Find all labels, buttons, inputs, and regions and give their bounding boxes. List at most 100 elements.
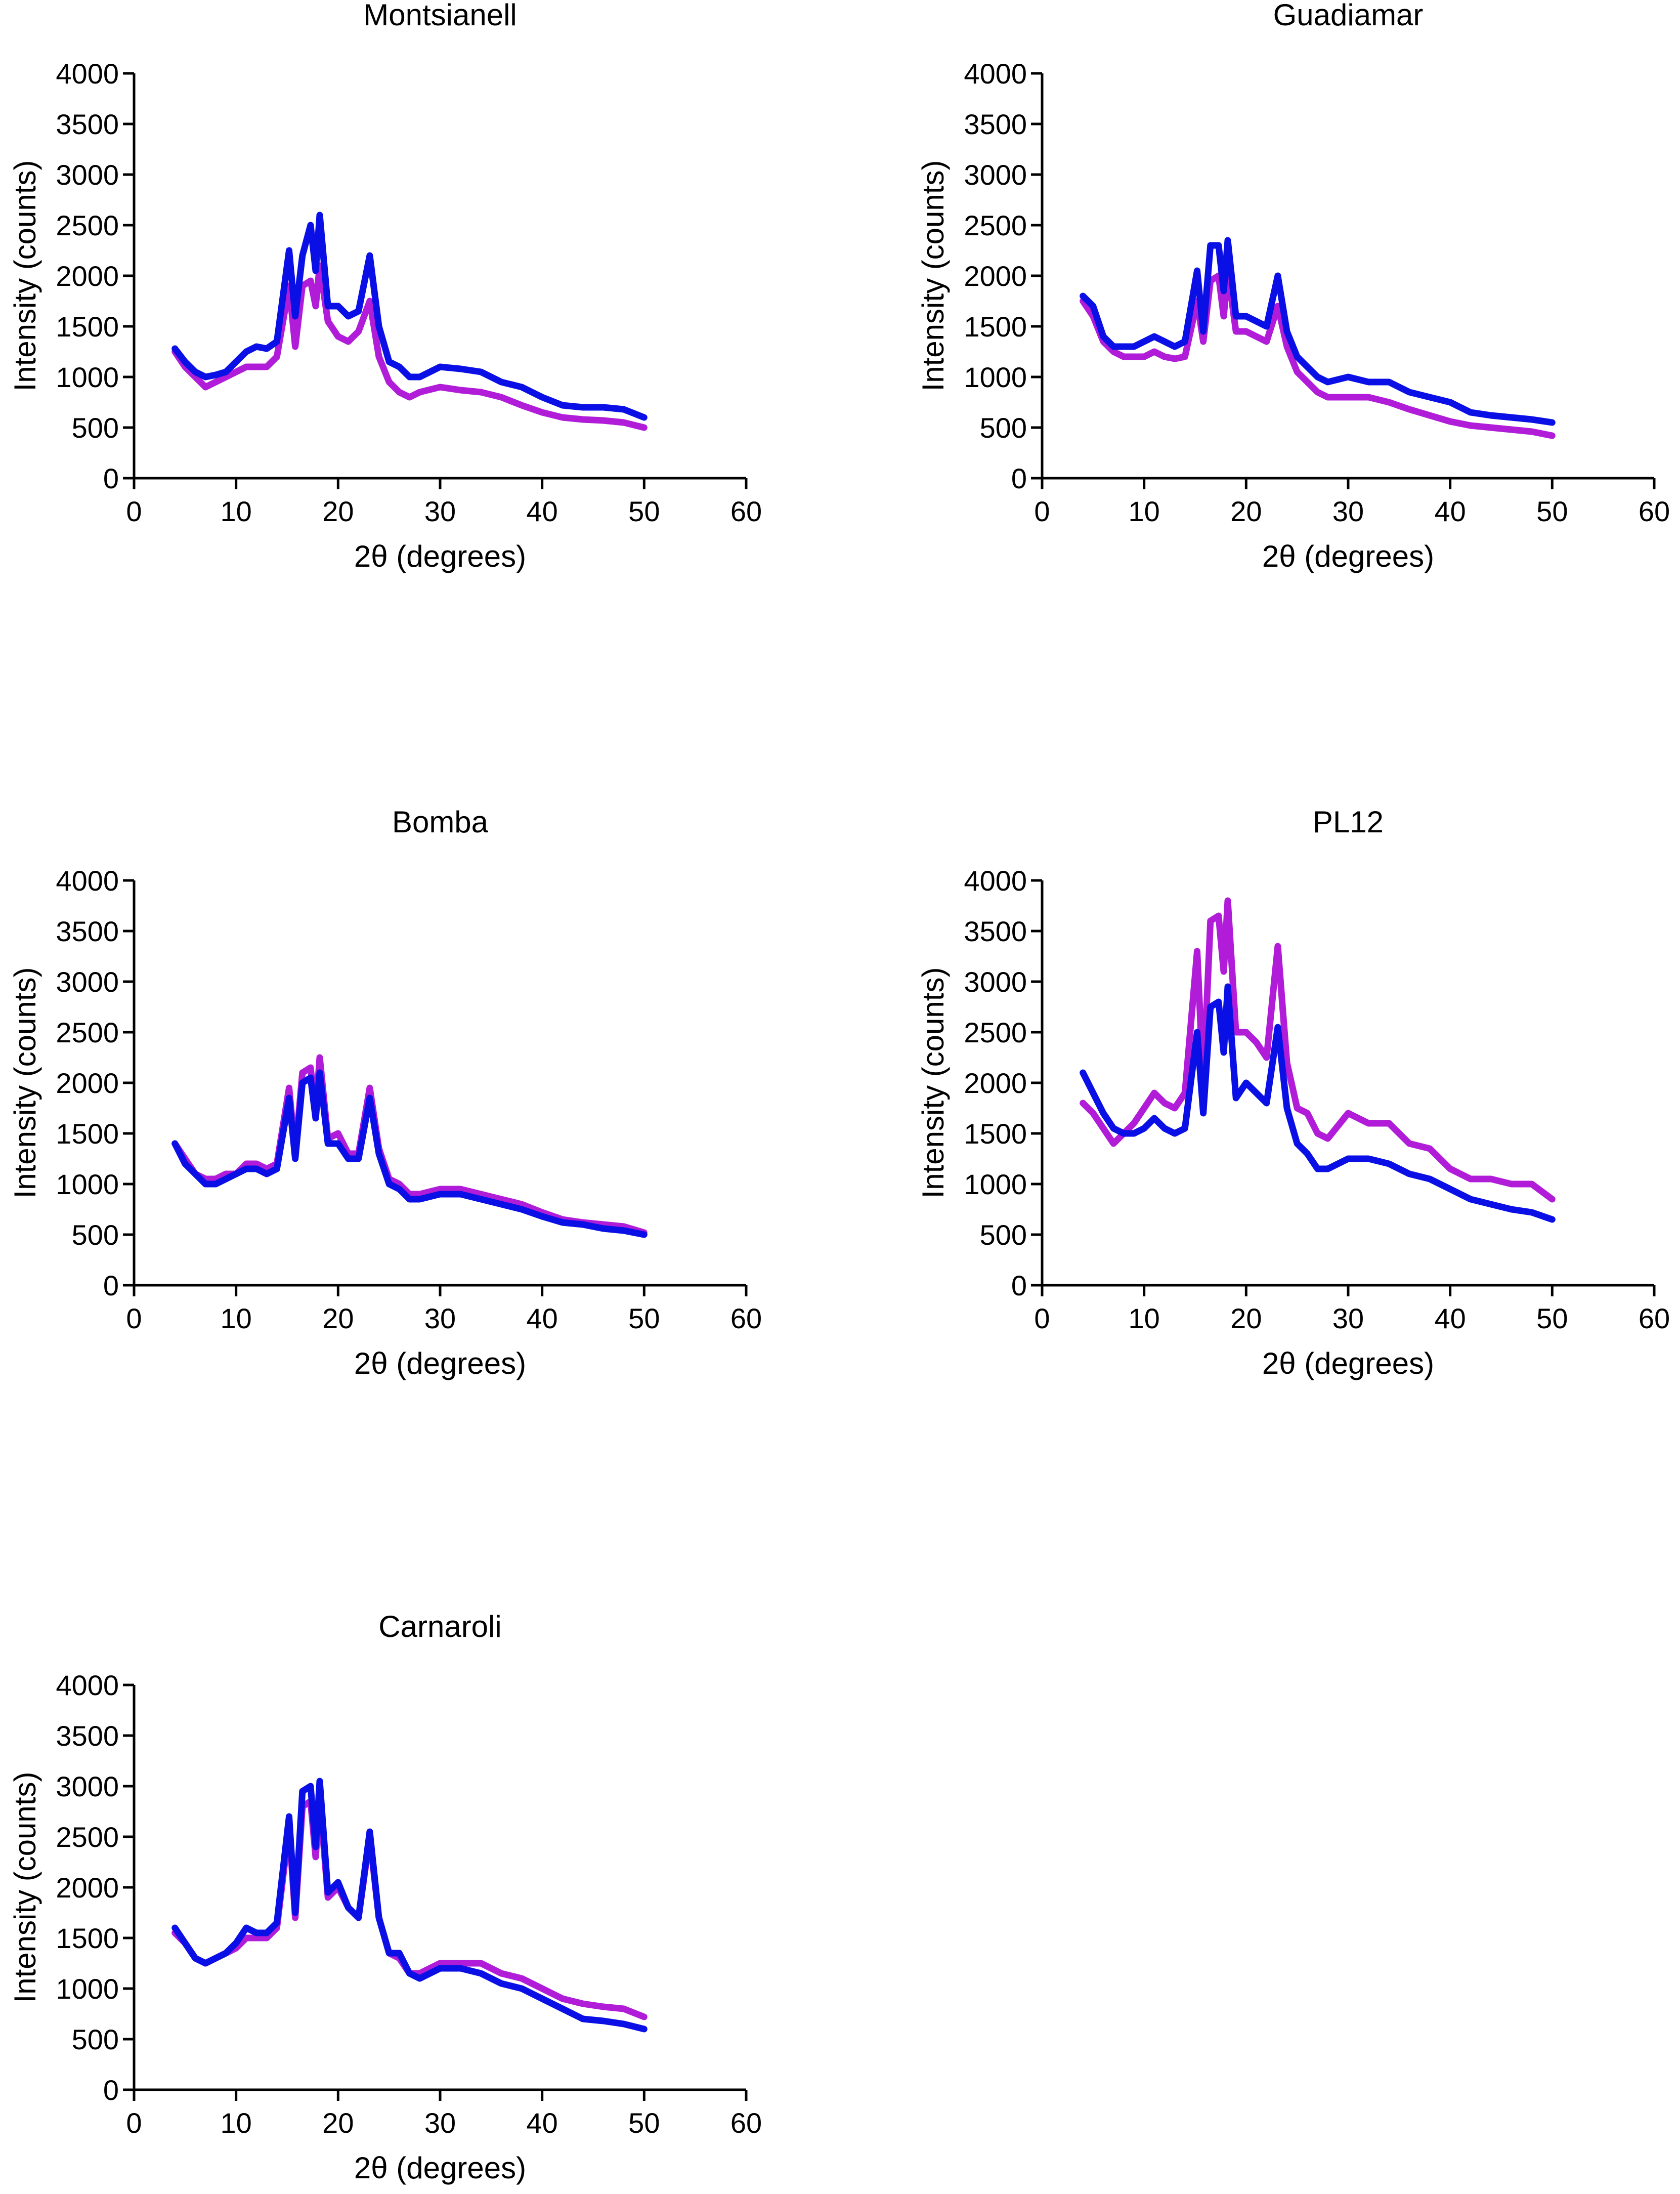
x-tick-label: 20 xyxy=(322,1302,354,1334)
x-axis-label: 2θ (degrees) xyxy=(354,2151,526,2185)
x-tick-label: 50 xyxy=(628,1302,660,1334)
series-group xyxy=(1080,897,1556,1223)
x-tick-label: 50 xyxy=(1536,495,1568,527)
x-tick-label: 60 xyxy=(1639,495,1670,527)
y-tick-label: 0 xyxy=(103,1270,119,1301)
axis-lines xyxy=(133,1685,746,2091)
chart-guadiamar: Guadiamar Intensity (counts) 2θ (degrees… xyxy=(916,0,1670,573)
x-tick-label: 10 xyxy=(221,495,252,527)
y-axis-label: Intensity (counts) xyxy=(8,1772,42,2003)
y-tick-label: 1000 xyxy=(56,361,119,393)
y-tick-label: 2000 xyxy=(56,260,119,292)
y-tick-label: 1000 xyxy=(964,361,1027,393)
y-tick-label: 1500 xyxy=(964,311,1027,343)
ticks-group: 0 10 20 30 40 50 60 0 500 1000 1500 2000 2500 3000 350… xyxy=(56,865,762,1334)
x-axis-label: 2θ (degrees) xyxy=(1262,1346,1434,1380)
y-tick-label: 2500 xyxy=(56,209,119,241)
ticks-group: 0 10 20 30 40 50 60 0 500 1000 1500 2000 2500 3000 350… xyxy=(56,1669,762,2139)
series-line-purple xyxy=(1080,267,1556,439)
x-tick-label: 60 xyxy=(730,2107,762,2139)
y-tick-label: 3500 xyxy=(964,915,1027,947)
y-tick-label: 3500 xyxy=(56,108,119,140)
y-tick-label: 1500 xyxy=(964,1118,1027,1150)
ticks-group: 0 10 20 30 40 50 60 0 500 1000 1500 2000 2500 3000 350… xyxy=(964,865,1670,1334)
axis-lines xyxy=(133,73,746,480)
x-axis-label: 2θ (degrees) xyxy=(354,539,526,573)
chart-title: PL12 xyxy=(1313,805,1384,839)
series-group xyxy=(171,212,648,431)
series-line-purple xyxy=(171,1054,648,1236)
y-tick-label: 4000 xyxy=(964,865,1027,897)
y-tick-label: 2500 xyxy=(964,1017,1027,1048)
x-tick-label: 0 xyxy=(1034,1302,1050,1334)
y-tick-label: 4000 xyxy=(56,58,119,90)
x-tick-label: 50 xyxy=(628,495,660,527)
y-tick-label: 3500 xyxy=(964,108,1027,140)
y-axis-label: Intensity (counts) xyxy=(8,967,42,1199)
y-tick-label: 1500 xyxy=(56,311,119,343)
y-tick-label: 2500 xyxy=(56,1017,119,1048)
x-tick-label: 20 xyxy=(1230,495,1262,527)
x-tick-label: 20 xyxy=(322,495,354,527)
axis-lines xyxy=(1041,73,1654,480)
series-line-blue xyxy=(1080,983,1556,1223)
series-line-blue xyxy=(1080,237,1556,426)
y-tick-label: 0 xyxy=(1011,1270,1027,1301)
y-tick-label: 4000 xyxy=(56,1669,119,1701)
series-group xyxy=(1080,237,1556,439)
x-axis-label: 2θ (degrees) xyxy=(354,1346,526,1380)
y-tick-label: 500 xyxy=(980,412,1027,444)
y-tick-label: 3500 xyxy=(56,1720,119,1752)
y-tick-label: 500 xyxy=(980,1219,1027,1251)
y-tick-label: 1500 xyxy=(56,1118,119,1150)
y-tick-label: 500 xyxy=(72,1219,119,1251)
x-tick-label: 40 xyxy=(1435,1302,1466,1334)
x-tick-label: 50 xyxy=(1536,1302,1568,1334)
y-tick-label: 1000 xyxy=(56,1168,119,1200)
x-tick-label: 10 xyxy=(1129,495,1160,527)
y-axis-label: Intensity (counts) xyxy=(916,967,950,1199)
series-line-blue xyxy=(171,212,648,421)
x-tick-label: 30 xyxy=(424,1302,456,1334)
series-line-blue xyxy=(171,1069,648,1238)
x-tick-label: 30 xyxy=(424,2107,456,2139)
y-tick-label: 2000 xyxy=(56,1872,119,1904)
chart-bomba: Bomba Intensity (counts) 2θ (degrees) 0 1… xyxy=(8,805,762,1380)
x-axis-label: 2θ (degrees) xyxy=(1262,539,1434,573)
series-line-purple xyxy=(171,1793,648,2020)
chart-montsianell: Montsianell Intensity (counts) 2θ (degre… xyxy=(8,0,762,573)
x-tick-label: 50 xyxy=(628,2107,660,2139)
x-tick-label: 40 xyxy=(527,1302,558,1334)
y-tick-label: 4000 xyxy=(56,865,119,897)
x-tick-label: 40 xyxy=(527,2107,558,2139)
series-line-blue xyxy=(171,1778,648,2033)
x-tick-label: 10 xyxy=(221,2107,252,2139)
chart-title: Carnaroli xyxy=(378,1610,501,1643)
x-tick-label: 60 xyxy=(730,495,762,527)
x-tick-label: 0 xyxy=(126,2107,142,2139)
y-tick-label: 3000 xyxy=(56,966,119,998)
y-tick-label: 1500 xyxy=(56,1922,119,1954)
x-tick-label: 20 xyxy=(1230,1302,1262,1334)
y-axis-label: Intensity (counts) xyxy=(8,160,42,392)
y-axis-label: Intensity (counts) xyxy=(916,160,950,392)
y-tick-label: 1000 xyxy=(964,1168,1027,1200)
y-tick-label: 0 xyxy=(1011,462,1027,494)
chart-title: Guadiamar xyxy=(1273,0,1424,32)
y-tick-label: 3000 xyxy=(56,1770,119,1802)
y-tick-label: 500 xyxy=(72,2023,119,2055)
y-tick-label: 3000 xyxy=(964,966,1027,998)
y-tick-label: 2500 xyxy=(964,209,1027,241)
x-tick-label: 40 xyxy=(527,495,558,527)
x-tick-label: 10 xyxy=(1129,1302,1160,1334)
y-tick-label: 3000 xyxy=(964,159,1027,191)
x-tick-label: 10 xyxy=(221,1302,252,1334)
y-tick-label: 2500 xyxy=(56,1821,119,1853)
chart-title: Bomba xyxy=(392,805,489,839)
y-tick-label: 2000 xyxy=(56,1067,119,1099)
chart-carnaroli: Carnaroli Intensity (counts) 2θ (degrees… xyxy=(8,1610,762,2185)
series-group xyxy=(171,1054,648,1238)
y-tick-label: 500 xyxy=(72,412,119,444)
series-group xyxy=(171,1778,648,2033)
